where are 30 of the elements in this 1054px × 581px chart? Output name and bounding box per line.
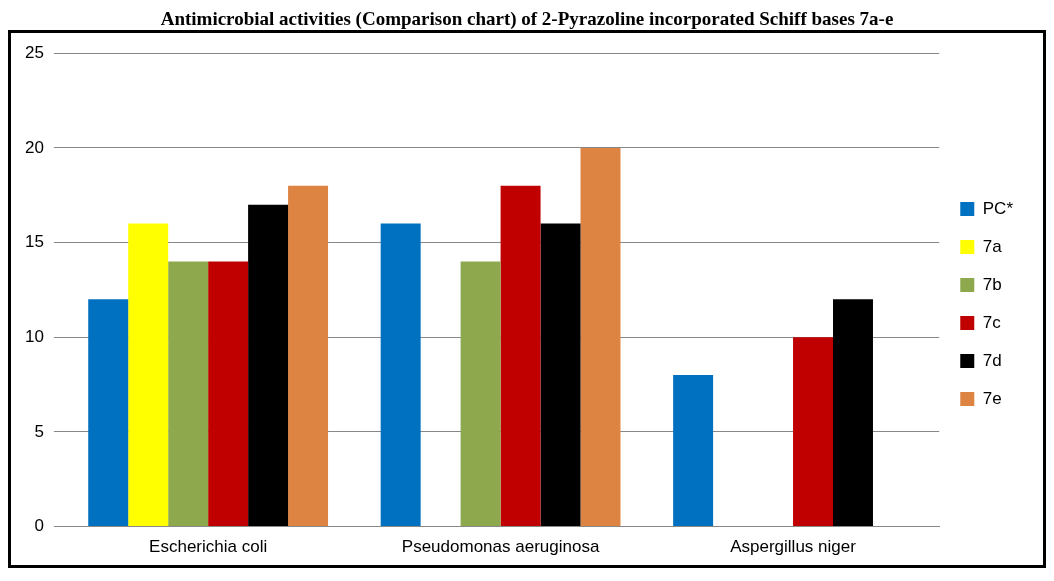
bar — [793, 337, 834, 527]
legend-label: 7d — [982, 350, 1002, 370]
bar — [500, 185, 541, 527]
y-tick-label: 20 — [24, 137, 44, 157]
y-tick-label: 0 — [34, 516, 44, 536]
bar — [168, 261, 209, 527]
y-tick-label: 10 — [24, 326, 44, 346]
bar — [288, 185, 329, 527]
y-tick-label: 25 — [24, 42, 44, 62]
y-tick-label: 15 — [24, 232, 44, 252]
bar — [460, 261, 501, 527]
bar — [540, 223, 581, 527]
x-tick-label: Escherichia coli — [149, 537, 268, 557]
bar — [128, 223, 169, 527]
legend-label: 7c — [982, 312, 1002, 332]
legend-label: 7e — [982, 388, 1002, 408]
bar — [580, 147, 621, 527]
bar — [673, 375, 714, 527]
bar — [88, 299, 129, 527]
bar — [208, 261, 249, 527]
legend-label: 7b — [982, 274, 1002, 294]
x-tick-label: Pseudomonas aeruginosa — [401, 537, 600, 557]
legend-label: PC* — [982, 198, 1014, 218]
legend-label: 7a — [982, 236, 1003, 256]
bar — [380, 223, 421, 527]
bar — [833, 299, 873, 527]
chart-title: Antimicrobial activities (Comparison chart) of 2-Pyrazoline incorporated Schiff bases 7a-e — [159, 8, 895, 30]
x-tick-label: Aspergillus niger — [730, 537, 857, 557]
bar — [248, 204, 289, 527]
y-tick-label: 5 — [34, 421, 44, 441]
